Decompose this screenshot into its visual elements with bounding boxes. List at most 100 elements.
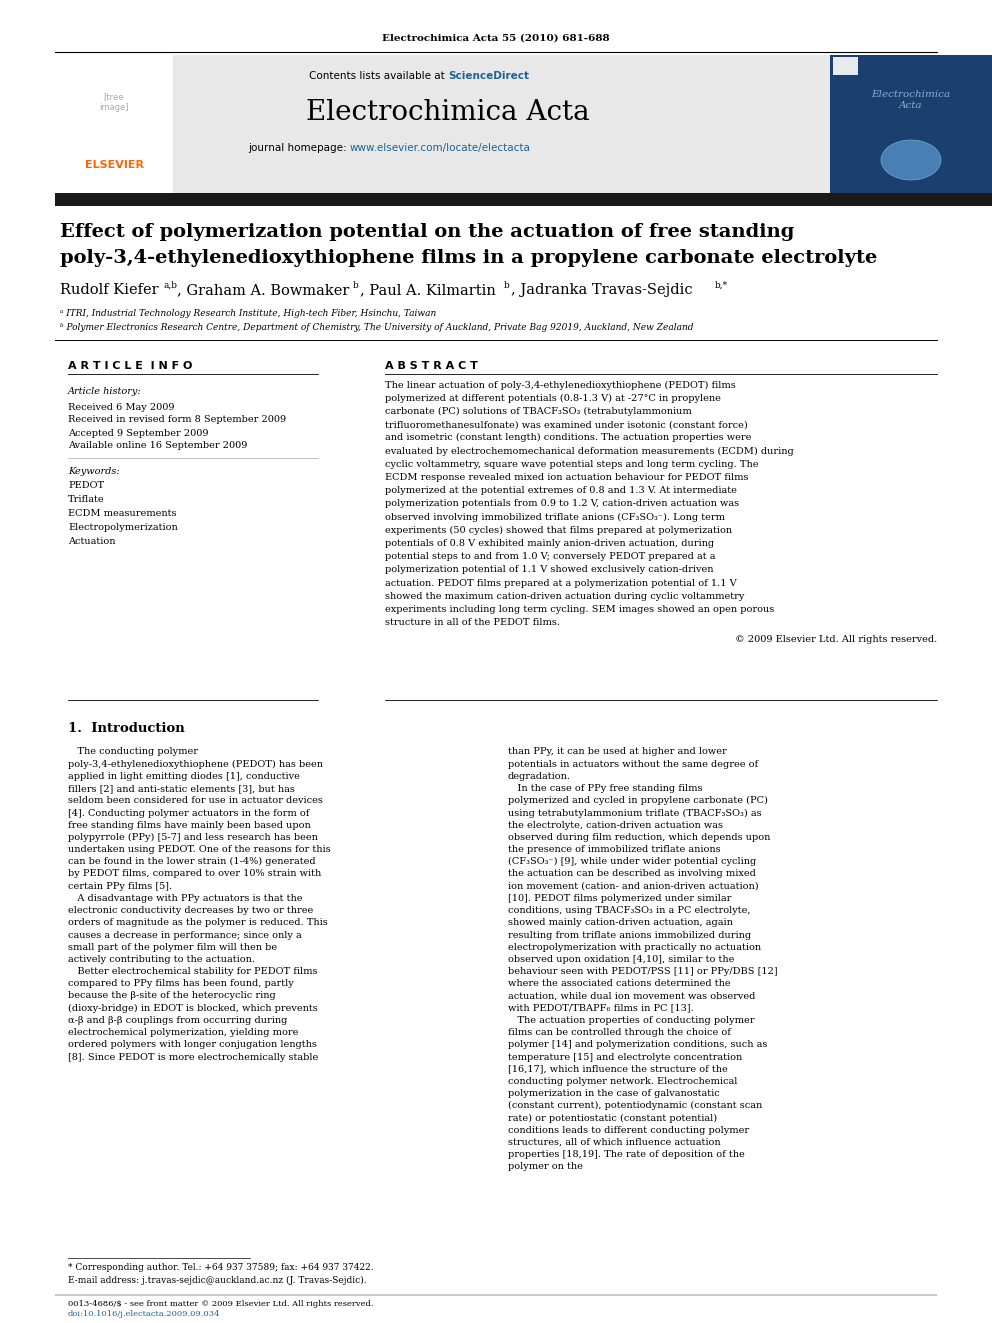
Text: the presence of immobilized triflate anions: the presence of immobilized triflate ani… [508, 845, 720, 855]
Text: α-β and β-β couplings from occurring during: α-β and β-β couplings from occurring dur… [68, 1016, 288, 1025]
Text: potential steps to and from 1.0 V; conversely PEDOT prepared at a: potential steps to and from 1.0 V; conve… [385, 552, 715, 561]
Text: PEDOT: PEDOT [68, 482, 104, 491]
Text: ᵃ ITRI, Industrial Technology Research Institute, High-tech Fiber, Hsinchu, Taiw: ᵃ ITRI, Industrial Technology Research I… [60, 308, 436, 318]
Text: polymerization potential of 1.1 V showed exclusively cation-driven: polymerization potential of 1.1 V showed… [385, 565, 713, 574]
Text: structures, all of which influence actuation: structures, all of which influence actua… [508, 1138, 720, 1147]
Text: ELSEVIER: ELSEVIER [84, 160, 144, 169]
Text: can be found in the lower strain (1-4%) generated: can be found in the lower strain (1-4%) … [68, 857, 315, 867]
Text: (dioxy-bridge) in EDOT is blocked, which prevents: (dioxy-bridge) in EDOT is blocked, which… [68, 1004, 317, 1013]
Text: fillers [2] and anti-static elements [3], but has: fillers [2] and anti-static elements [3]… [68, 785, 295, 792]
Text: 0013-4686/$ - see front matter © 2009 Elsevier Ltd. All rights reserved.: 0013-4686/$ - see front matter © 2009 El… [68, 1301, 374, 1308]
Text: compared to PPy films has been found, partly: compared to PPy films has been found, pa… [68, 979, 294, 988]
Text: electrochemical polymerization, yielding more: electrochemical polymerization, yielding… [68, 1028, 299, 1037]
Text: the electrolyte, cation-driven actuation was: the electrolyte, cation-driven actuation… [508, 820, 723, 830]
Text: rate) or potentiostatic (constant potential): rate) or potentiostatic (constant potent… [508, 1114, 717, 1122]
Text: potentials of 0.8 V exhibited mainly anion-driven actuation, during: potentials of 0.8 V exhibited mainly ani… [385, 538, 714, 548]
Text: degradation.: degradation. [508, 771, 571, 781]
Text: observed involving immobilized triflate anions (CF₃SO₃⁻). Long term: observed involving immobilized triflate … [385, 512, 725, 521]
Text: using tetrabutylammonium triflate (TBACF₃SO₃) as: using tetrabutylammonium triflate (TBACF… [508, 808, 762, 818]
Text: actuation. PEDOT films prepared at a polymerization potential of 1.1 V: actuation. PEDOT films prepared at a pol… [385, 578, 737, 587]
Text: b: b [353, 280, 359, 290]
Text: polymerized at the potential extremes of 0.8 and 1.3 V. At intermediate: polymerized at the potential extremes of… [385, 486, 737, 495]
Text: poly-3,4-ethylenedioxythiophene films in a propylene carbonate electrolyte: poly-3,4-ethylenedioxythiophene films in… [60, 249, 877, 267]
Text: doi:10.1016/j.electacta.2009.09.034: doi:10.1016/j.electacta.2009.09.034 [68, 1310, 220, 1318]
Text: In the case of PPy free standing films: In the case of PPy free standing films [508, 785, 702, 792]
Text: where the associated cations determined the: where the associated cations determined … [508, 979, 731, 988]
Text: actuation, while dual ion movement was observed: actuation, while dual ion movement was o… [508, 991, 755, 1000]
Text: experiments (50 cycles) showed that films prepared at polymerization: experiments (50 cycles) showed that film… [385, 525, 732, 534]
Text: causes a decrease in performance; since only a: causes a decrease in performance; since … [68, 930, 302, 939]
Text: * Corresponding author. Tel.: +64 937 37589; fax: +64 937 37422.: * Corresponding author. Tel.: +64 937 37… [68, 1263, 374, 1273]
Text: A B S T R A C T: A B S T R A C T [385, 361, 478, 370]
Text: 1.  Introduction: 1. Introduction [68, 721, 185, 734]
Text: conditions leads to different conducting polymer: conditions leads to different conducting… [508, 1126, 749, 1135]
Text: observed upon oxidation [4,10], similar to the: observed upon oxidation [4,10], similar … [508, 955, 734, 964]
Text: ScienceDirect: ScienceDirect [448, 71, 529, 81]
Text: b: b [504, 280, 510, 290]
Text: with PEDOT/TBAPF₆ films in PC [13].: with PEDOT/TBAPF₆ films in PC [13]. [508, 1004, 693, 1012]
Text: , Jadranka Travas-Sejdic: , Jadranka Travas-Sejdic [511, 283, 692, 296]
Bar [830, 56, 992, 193]
Text: observed during film reduction, which depends upon: observed during film reduction, which de… [508, 833, 771, 841]
Text: actively contributing to the actuation.: actively contributing to the actuation. [68, 955, 255, 964]
Text: (constant current), potentiodynamic (constant scan: (constant current), potentiodynamic (con… [508, 1101, 762, 1110]
Text: seldom been considered for use in actuator devices: seldom been considered for use in actuat… [68, 796, 322, 806]
Text: conditions, using TBACF₃SO₃ in a PC electrolyte,: conditions, using TBACF₃SO₃ in a PC elec… [508, 906, 751, 916]
Text: resulting from triflate anions immobilized during: resulting from triflate anions immobiliz… [508, 930, 751, 939]
Text: [tree
image]: [tree image] [99, 93, 129, 111]
Text: ECDM measurements: ECDM measurements [68, 509, 177, 519]
Text: certain PPy films [5].: certain PPy films [5]. [68, 881, 173, 890]
Text: polymerized at different potentials (0.8-1.3 V) at -27°C in propylene: polymerized at different potentials (0.8… [385, 394, 721, 402]
Text: than PPy, it can be used at higher and lower: than PPy, it can be used at higher and l… [508, 747, 727, 757]
Text: [16,17], which influence the structure of the: [16,17], which influence the structure o… [508, 1065, 728, 1074]
Text: Received in revised form 8 September 2009: Received in revised form 8 September 200… [68, 415, 286, 425]
Text: Electrochimica
Acta: Electrochimica Acta [871, 90, 950, 110]
Text: orders of magnitude as the polymer is reduced. This: orders of magnitude as the polymer is re… [68, 918, 327, 927]
Text: Received 6 May 2009: Received 6 May 2009 [68, 402, 175, 411]
Text: [4]. Conducting polymer actuators in the form of: [4]. Conducting polymer actuators in the… [68, 808, 310, 818]
Text: The conducting polymer: The conducting polymer [68, 747, 198, 757]
Text: , Paul A. Kilmartin: , Paul A. Kilmartin [360, 283, 496, 296]
Text: Actuation: Actuation [68, 537, 115, 546]
Text: Electropolymerization: Electropolymerization [68, 524, 178, 532]
Text: small part of the polymer film will then be: small part of the polymer film will then… [68, 943, 277, 951]
Text: Accepted 9 September 2009: Accepted 9 September 2009 [68, 429, 208, 438]
Text: A R T I C L E  I N F O: A R T I C L E I N F O [68, 361, 192, 370]
Text: Keywords:: Keywords: [68, 467, 120, 476]
Text: the actuation can be described as involving mixed: the actuation can be described as involv… [508, 869, 756, 878]
Text: by PEDOT films, compared to over 10% strain with: by PEDOT films, compared to over 10% str… [68, 869, 321, 878]
Text: and isometric (constant length) conditions. The actuation properties were: and isometric (constant length) conditio… [385, 433, 751, 442]
Text: properties [18,19]. The rate of deposition of the: properties [18,19]. The rate of depositi… [508, 1150, 745, 1159]
Text: cyclic voltammetry, square wave potential steps and long term cycling. The: cyclic voltammetry, square wave potentia… [385, 459, 759, 468]
Text: electronic conductivity decreases by two or three: electronic conductivity decreases by two… [68, 906, 313, 916]
Text: poly-3,4-ethylenedioxythiophene (PEDOT) has been: poly-3,4-ethylenedioxythiophene (PEDOT) … [68, 759, 323, 769]
Bar [55, 193, 992, 206]
Text: [8]. Since PEDOT is more electrochemically stable: [8]. Since PEDOT is more electrochemical… [68, 1053, 318, 1061]
Text: E-mail address: j.travas-sejdic@auckland.ac.nz (J. Travas-Sejdic).: E-mail address: j.travas-sejdic@auckland… [68, 1275, 367, 1285]
Text: www.elsevier.com/locate/electacta: www.elsevier.com/locate/electacta [350, 143, 531, 153]
Text: Rudolf Kiefer: Rudolf Kiefer [60, 283, 159, 296]
Text: © 2009 Elsevier Ltd. All rights reserved.: © 2009 Elsevier Ltd. All rights reserved… [735, 635, 937, 644]
Text: b,*: b,* [715, 280, 728, 290]
Text: a,b: a,b [163, 280, 177, 290]
Text: showed the maximum cation-driven actuation during cyclic voltammetry: showed the maximum cation-driven actuati… [385, 591, 744, 601]
Text: behaviour seen with PEDOT/PSS [11] or PPy/DBS [12]: behaviour seen with PEDOT/PSS [11] or PP… [508, 967, 778, 976]
Ellipse shape [881, 140, 941, 180]
Text: temperature [15] and electrolyte concentration: temperature [15] and electrolyte concent… [508, 1053, 742, 1061]
Text: Electrochimica Acta 55 (2010) 681-688: Electrochimica Acta 55 (2010) 681-688 [382, 33, 610, 42]
Text: (CF₃SO₃⁻) [9], while under wider potential cycling: (CF₃SO₃⁻) [9], while under wider potenti… [508, 857, 756, 867]
Text: polypyrrole (PPy) [5-7] and less research has been: polypyrrole (PPy) [5-7] and less researc… [68, 833, 317, 841]
Text: Better electrochemical stability for PEDOT films: Better electrochemical stability for PED… [68, 967, 317, 976]
Text: undertaken using PEDOT. One of the reasons for this: undertaken using PEDOT. One of the reaso… [68, 845, 330, 855]
Text: electropolymerization with practically no actuation: electropolymerization with practically n… [508, 943, 761, 951]
Text: showed mainly cation-driven actuation, again: showed mainly cation-driven actuation, a… [508, 918, 733, 927]
Text: A disadvantage with PPy actuators is that the: A disadvantage with PPy actuators is tha… [68, 894, 303, 902]
Text: polymerization potentials from 0.9 to 1.2 V, cation-driven actuation was: polymerization potentials from 0.9 to 1.… [385, 499, 739, 508]
Text: ordered polymers with longer conjugation lengths: ordered polymers with longer conjugation… [68, 1040, 316, 1049]
Text: applied in light emitting diodes [1], conductive: applied in light emitting diodes [1], co… [68, 771, 300, 781]
Text: The linear actuation of poly-3,4-ethylenedioxythiophene (PEDOT) films: The linear actuation of poly-3,4-ethylen… [385, 381, 736, 389]
Text: carbonate (PC) solutions of TBACF₃SO₃ (tetrabutylammonium: carbonate (PC) solutions of TBACF₃SO₃ (t… [385, 407, 691, 415]
Bar [833, 57, 858, 75]
Text: polymerized and cycled in propylene carbonate (PC): polymerized and cycled in propylene carb… [508, 796, 768, 806]
Text: journal homepage:: journal homepage: [248, 143, 350, 153]
